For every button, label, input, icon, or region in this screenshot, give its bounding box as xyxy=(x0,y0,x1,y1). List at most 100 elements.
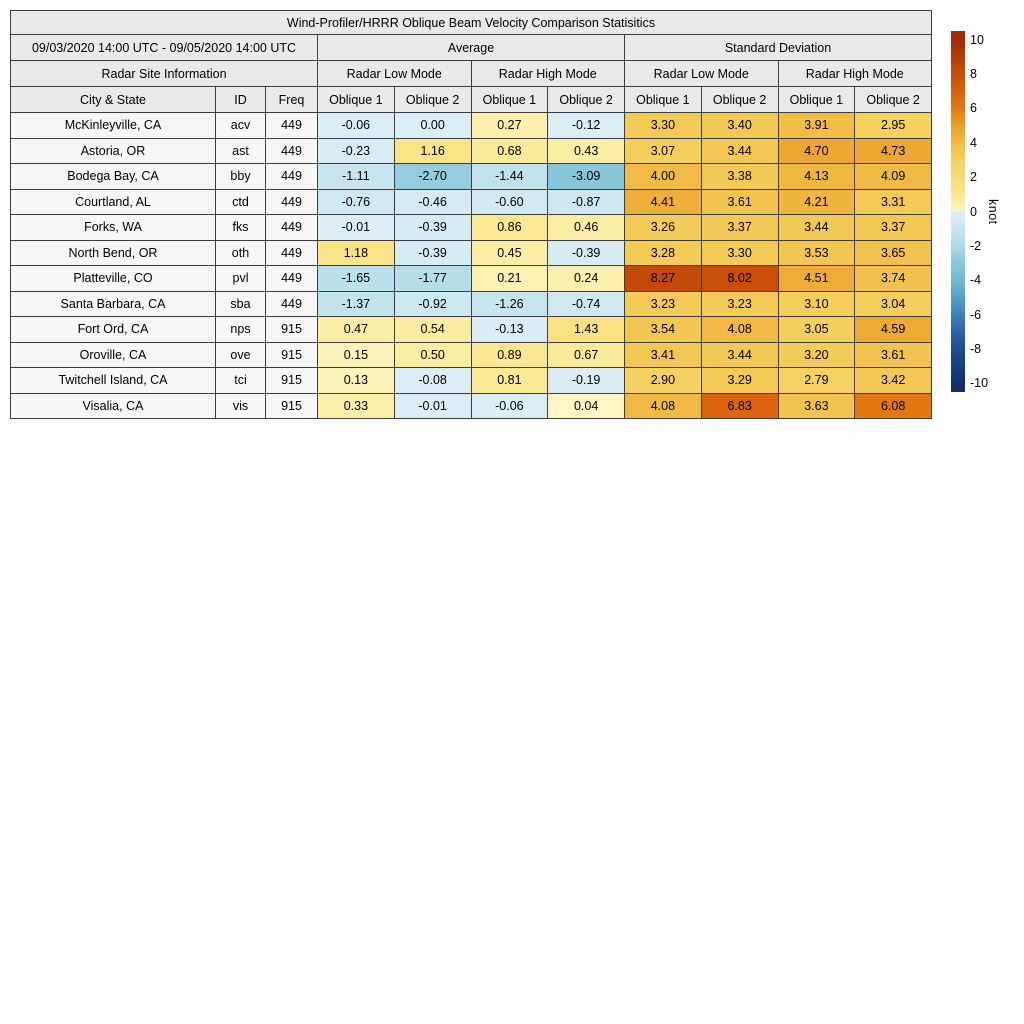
value-cell: -2.70 xyxy=(393,163,472,190)
value-cell: 1.43 xyxy=(547,316,625,343)
city-cell: North Bend, OR xyxy=(10,239,216,266)
avg-low-mode-label: Radar Low Mode xyxy=(317,60,472,87)
value-cell: 0.21 xyxy=(470,265,549,292)
value-cell: -0.08 xyxy=(393,367,472,394)
value-cell: 8.02 xyxy=(700,265,779,292)
site-id-cell: ove xyxy=(215,341,266,368)
value-cell: 3.10 xyxy=(777,290,856,317)
radar-site-information-label: Radar Site Information xyxy=(10,60,318,87)
table-row: Fort Ord, CA nps 915 0.47 0.54 -0.13 1.43 3.54 4… xyxy=(10,316,932,343)
value-cell: 3.37 xyxy=(700,214,779,241)
date-range-label: 09/03/2020 14:00 UTC - 09/05/2020 14:00 … xyxy=(10,34,318,61)
table-row: Astoria, OR ast 449 -0.23 1.16 0.68 0.43 3.07 3.… xyxy=(10,137,932,164)
value-cell: 4.51 xyxy=(777,265,856,292)
value-cell: 3.53 xyxy=(777,239,856,266)
colorbar-tick-label: -8 xyxy=(970,342,982,357)
value-cell: -3.09 xyxy=(547,163,625,190)
sd-low-mode-label: Radar Low Mode xyxy=(624,60,779,87)
value-cell: 2.95 xyxy=(854,112,932,139)
table-row: Forks, WA fks 449 -0.01 -0.39 0.86 0.46 3.26 3.3… xyxy=(10,214,932,241)
value-cell: 3.26 xyxy=(624,214,702,241)
value-cell: 3.42 xyxy=(854,367,932,394)
value-cell: -0.74 xyxy=(547,290,625,317)
city-cell: McKinleyville, CA xyxy=(10,112,216,139)
value-cell: -1.65 xyxy=(317,265,395,292)
colorbar-tick-label: -4 xyxy=(970,273,982,288)
table-row: Santa Barbara, CA sba 449 -1.37 -0.92 -1.26 -0… xyxy=(10,290,932,317)
value-cell: -0.87 xyxy=(547,188,625,215)
mode-header-row: Radar Site Information Radar Low Mode Ra… xyxy=(10,60,932,87)
freq-cell: 449 xyxy=(265,239,318,266)
avg-high-mode-label: Radar High Mode xyxy=(470,60,625,87)
value-cell: 1.18 xyxy=(317,239,395,266)
site-id-cell: tci xyxy=(215,367,266,394)
site-id-cell: ctd xyxy=(215,188,266,215)
value-cell: 3.61 xyxy=(700,188,779,215)
value-cell: 3.30 xyxy=(700,239,779,266)
table-title: Wind-Profiler/HRRR Oblique Beam Velocity… xyxy=(10,10,932,35)
site-id-cell: vis xyxy=(215,392,266,419)
value-cell: -0.01 xyxy=(317,214,395,241)
colorbar-tick-label: -10 xyxy=(970,376,989,391)
oblique1-header: Oblique 1 xyxy=(624,86,702,113)
freq-cell: 449 xyxy=(265,265,318,292)
value-cell: 0.45 xyxy=(470,239,549,266)
oblique2-header: Oblique 2 xyxy=(854,86,932,113)
value-cell: 3.37 xyxy=(854,214,932,241)
freq-cell: 915 xyxy=(265,316,318,343)
oblique2-header: Oblique 2 xyxy=(393,86,472,113)
value-cell: -0.76 xyxy=(317,188,395,215)
value-cell: 4.00 xyxy=(624,163,702,190)
statistics-table: Wind-Profiler/HRRR Oblique Beam Velocity… xyxy=(10,10,932,419)
value-cell: -1.44 xyxy=(470,163,549,190)
freq-cell: 449 xyxy=(265,163,318,190)
value-cell: 0.43 xyxy=(547,137,625,164)
value-cell: 0.68 xyxy=(470,137,549,164)
value-cell: 0.00 xyxy=(393,112,472,139)
value-cell: 0.27 xyxy=(470,112,549,139)
colorbar-tick-label: 2 xyxy=(970,170,977,185)
city-state-header: City & State xyxy=(10,86,216,113)
table-row: Visalia, CA vis 915 0.33 -0.01 -0.06 0.04 4.08 6… xyxy=(10,392,932,419)
site-id-cell: acv xyxy=(215,112,266,139)
table-body: McKinleyville, CA acv 449 -0.06 0.00 0.27 -0.1… xyxy=(10,112,932,419)
value-cell: 4.21 xyxy=(777,188,856,215)
value-cell: -0.01 xyxy=(393,392,472,419)
table-row: Courtland, AL ctd 449 -0.76 -0.46 -0.60 -0.87 4… xyxy=(10,188,932,215)
value-cell: -1.26 xyxy=(470,290,549,317)
value-cell: -0.39 xyxy=(547,239,625,266)
value-cell: 6.08 xyxy=(854,392,932,419)
value-cell: 3.91 xyxy=(777,112,856,139)
value-cell: 0.13 xyxy=(317,367,395,394)
value-cell: 3.65 xyxy=(854,239,932,266)
value-cell: 0.15 xyxy=(317,341,395,368)
value-cell: 3.54 xyxy=(624,316,702,343)
value-cell: 4.08 xyxy=(700,316,779,343)
value-cell: 4.13 xyxy=(777,163,856,190)
value-cell: 3.30 xyxy=(624,112,702,139)
value-cell: 0.89 xyxy=(470,341,549,368)
value-cell: 6.83 xyxy=(700,392,779,419)
value-cell: 4.59 xyxy=(854,316,932,343)
city-cell: Fort Ord, CA xyxy=(10,316,216,343)
value-cell: 8.27 xyxy=(624,265,702,292)
value-cell: 4.08 xyxy=(624,392,702,419)
value-cell: -1.11 xyxy=(317,163,395,190)
value-cell: 0.86 xyxy=(470,214,549,241)
table-row: Bodega Bay, CA bby 449 -1.11 -2.70 -1.44 -3.09… xyxy=(10,163,932,190)
oblique2-header: Oblique 2 xyxy=(700,86,779,113)
table-row: Twitchell Island, CA tci 915 0.13 -0.08 0.81-… xyxy=(10,367,932,394)
freq-cell: 449 xyxy=(265,188,318,215)
value-cell: 0.33 xyxy=(317,392,395,419)
value-cell: -0.13 xyxy=(470,316,549,343)
value-cell: -0.19 xyxy=(547,367,625,394)
value-cell: 3.29 xyxy=(700,367,779,394)
freq-cell: 449 xyxy=(265,290,318,317)
value-cell: 3.61 xyxy=(854,341,932,368)
value-cell: -0.92 xyxy=(393,290,472,317)
freq-cell: 915 xyxy=(265,341,318,368)
value-cell: 2.90 xyxy=(624,367,702,394)
site-id-cell: pvl xyxy=(215,265,266,292)
value-cell: 3.40 xyxy=(700,112,779,139)
